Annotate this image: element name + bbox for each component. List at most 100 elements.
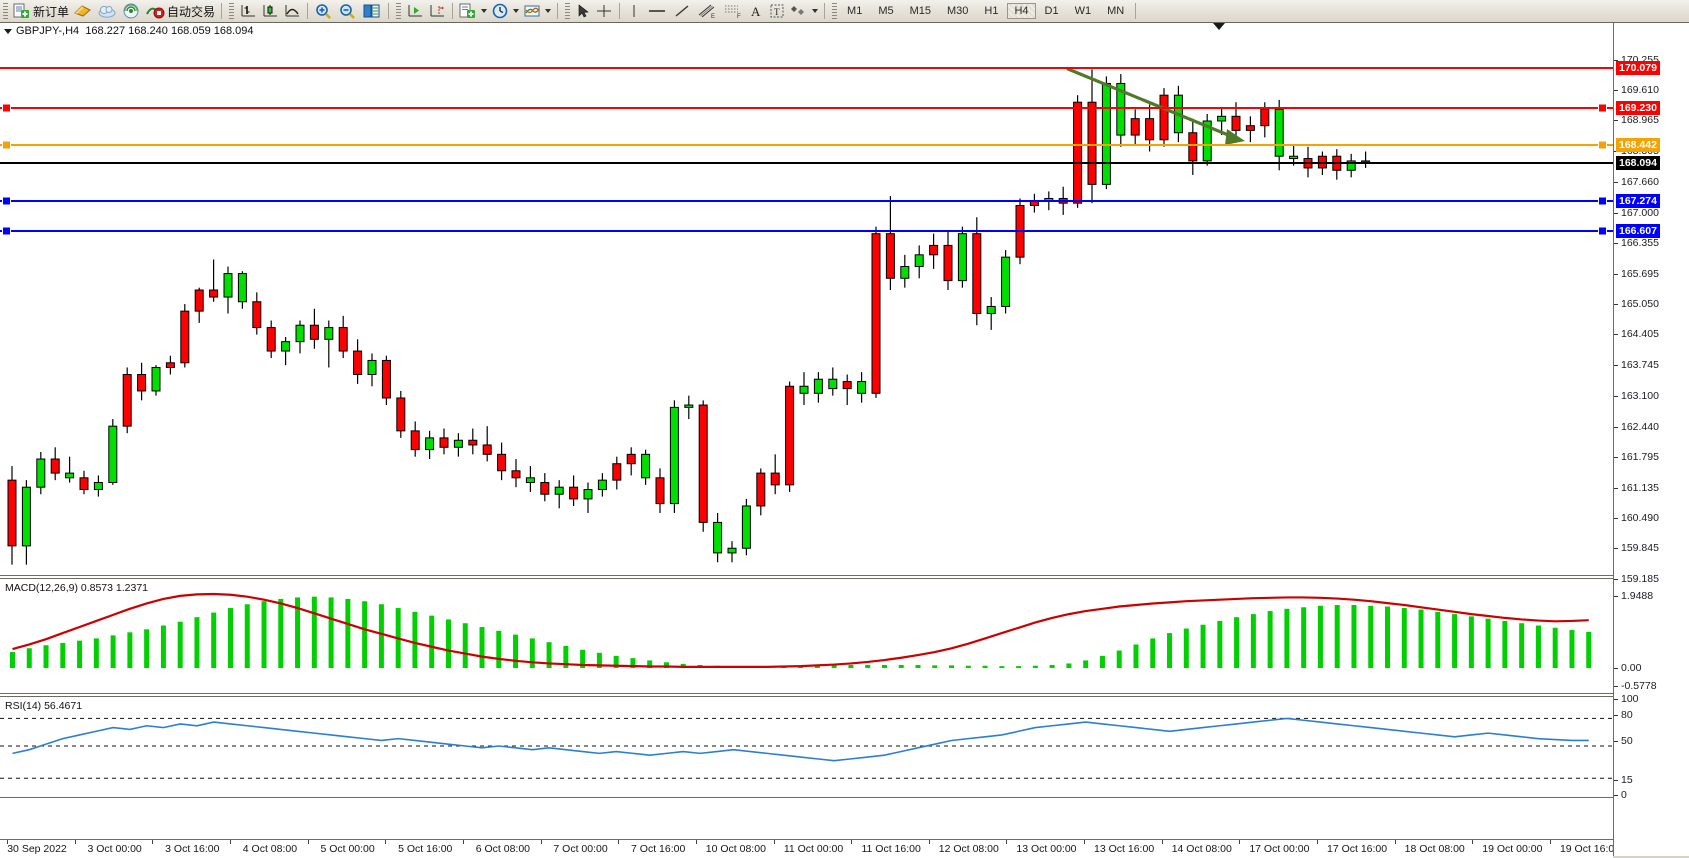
axis-tick — [1614, 596, 1618, 597]
vline-button[interactable] — [624, 1, 644, 21]
price-level-handle[interactable] — [1598, 226, 1607, 236]
price-level-line[interactable] — [0, 162, 1613, 164]
algo-cloud-button[interactable] — [95, 1, 119, 21]
time-axis-label: 17 Oct 00:00 — [1249, 843, 1310, 855]
price-level-label[interactable]: 170.079 — [1616, 61, 1660, 75]
svg-text:E: E — [711, 14, 715, 19]
toolbar-grip-3[interactable] — [396, 2, 402, 20]
trendline-button[interactable] — [670, 1, 694, 21]
fibonacci-button[interactable]: F — [720, 1, 746, 21]
crosshair-button[interactable] — [593, 1, 615, 21]
time-axis-tick — [385, 840, 387, 844]
time-axis-label: 17 Oct 16:00 — [1326, 843, 1388, 855]
time-axis-tick — [1161, 840, 1163, 844]
price-level-handle-left[interactable] — [2, 226, 11, 236]
price-level-line[interactable] — [0, 144, 1613, 146]
axis-tick — [1614, 780, 1618, 781]
equidistant-channel-button[interactable]: E — [694, 1, 720, 21]
timeframe-m5[interactable]: M5 — [878, 5, 894, 17]
rsi-axis-label: 0 — [1621, 789, 1627, 801]
chart-symbol-label: GBPJPY-,H4 — [16, 25, 80, 37]
hline-icon — [649, 10, 666, 12]
timeframe-h4[interactable]: H4 — [1007, 3, 1036, 19]
pane-divider-3 — [0, 797, 1613, 798]
price-level-label[interactable]: 168.094 — [1616, 156, 1660, 170]
price-level-label[interactable]: 169.230 — [1616, 101, 1660, 115]
timeframe-m1[interactable]: M1 — [847, 5, 863, 17]
price-axis[interactable]: 170.255169.610168.965168.305167.660167.0… — [1613, 23, 1689, 856]
zoom-in-button[interactable] — [312, 1, 336, 21]
price-level-handle[interactable] — [1598, 140, 1607, 150]
chart-top-marker-icon — [1213, 23, 1225, 30]
price-tick — [1614, 90, 1618, 92]
price-tick-label: 162.440 — [1621, 420, 1659, 433]
label-button[interactable]: T — [766, 1, 788, 21]
time-axis-label: 10 Oct 08:00 — [705, 843, 766, 855]
timeframe-w1[interactable]: W1 — [1074, 5, 1092, 17]
time-axis-tick — [1239, 840, 1241, 844]
chart-collapse-icon[interactable] — [4, 28, 12, 34]
rsi-pane[interactable]: RSI(14) 56.4671 — [0, 698, 1613, 797]
price-tick-label: 165.695 — [1621, 267, 1659, 280]
autoscroll-button[interactable] — [404, 1, 426, 21]
price-level-label[interactable]: 167.274 — [1616, 194, 1660, 208]
timeframe-h1[interactable]: H1 — [984, 5, 999, 17]
bar-chart-button[interactable] — [237, 1, 259, 21]
time-axis-tick — [618, 840, 620, 844]
toolbar-grip-2[interactable] — [229, 2, 235, 20]
chart-window[interactable]: GBPJPY-,H4 168.227 168.240 168.059 168.0… — [0, 22, 1689, 858]
toolbar-grip-5[interactable] — [832, 2, 838, 20]
macd-pane[interactable]: MACD(12,26,9) 0.8573 1.2371 — [0, 580, 1613, 693]
toolbar-grip-4[interactable] — [565, 2, 571, 20]
period-button[interactable] — [489, 1, 521, 21]
signals-button[interactable] — [119, 1, 143, 21]
price-level-handle-left[interactable] — [2, 140, 11, 150]
cursor-button[interactable] — [573, 1, 593, 21]
templates-dropdown-arrow[interactable] — [545, 9, 552, 13]
zoom-out-button[interactable] — [336, 1, 360, 21]
price-tick-label: 163.100 — [1621, 389, 1659, 402]
price-tick-label: 167.000 — [1621, 206, 1659, 219]
auto-trading-button[interactable]: 自动交易 — [143, 1, 217, 21]
new-order-button[interactable]: 新订单 — [11, 1, 71, 21]
text-button[interactable]: A — [746, 1, 766, 21]
price-level-line[interactable] — [0, 200, 1613, 202]
timeframe-m30[interactable]: M30 — [947, 5, 969, 17]
data-window-button[interactable] — [360, 1, 384, 21]
autoscroll-icon — [408, 5, 423, 17]
trendline-icon — [675, 5, 689, 17]
price-level-label[interactable]: 166.607 — [1616, 224, 1660, 238]
objects-dropdown-arrow[interactable] — [812, 9, 819, 13]
metaeditor-icon — [74, 5, 91, 17]
line-chart-button[interactable] — [281, 1, 303, 21]
timeframe-mn[interactable]: MN — [1107, 5, 1125, 17]
price-level-label[interactable]: 168.442 — [1616, 138, 1660, 152]
templates-button[interactable] — [521, 1, 553, 21]
price-level-line[interactable] — [0, 230, 1613, 232]
indicators-dropdown-arrow[interactable] — [481, 9, 488, 13]
time-axis-tick — [851, 840, 853, 844]
price-level-handle[interactable] — [1598, 196, 1607, 206]
indicators-button[interactable] — [457, 1, 489, 21]
price-level-line[interactable] — [0, 67, 1613, 69]
price-level-line[interactable] — [0, 107, 1613, 109]
toolbar-grip[interactable] — [3, 2, 8, 20]
chart-shift-button[interactable] — [426, 1, 448, 21]
metaeditor-button[interactable] — [71, 1, 95, 21]
auto-trading-icon — [146, 7, 165, 19]
timeframe-m15[interactable]: M15 — [909, 5, 931, 17]
price-level-handle-left[interactable] — [2, 196, 11, 206]
price-tick — [1614, 518, 1618, 520]
hline-button[interactable] — [644, 1, 670, 21]
candle-chart-button[interactable] — [259, 1, 281, 21]
time-axis-label: 13 Oct 16:00 — [1094, 843, 1155, 855]
rsi-axis-label: 15 — [1621, 774, 1633, 786]
period-dropdown-arrow[interactable] — [513, 9, 520, 13]
price-level-handle-left[interactable] — [2, 103, 11, 113]
price-level-handle[interactable] — [1598, 103, 1607, 113]
price-pane[interactable]: GBPJPY-,H4 168.227 168.240 168.059 168.0… — [0, 23, 1613, 575]
price-tick — [1614, 395, 1618, 397]
objects-button[interactable] — [788, 1, 820, 21]
time-axis-label: 30 Sep 2022 — [7, 843, 67, 855]
timeframe-d1[interactable]: D1 — [1044, 5, 1059, 17]
